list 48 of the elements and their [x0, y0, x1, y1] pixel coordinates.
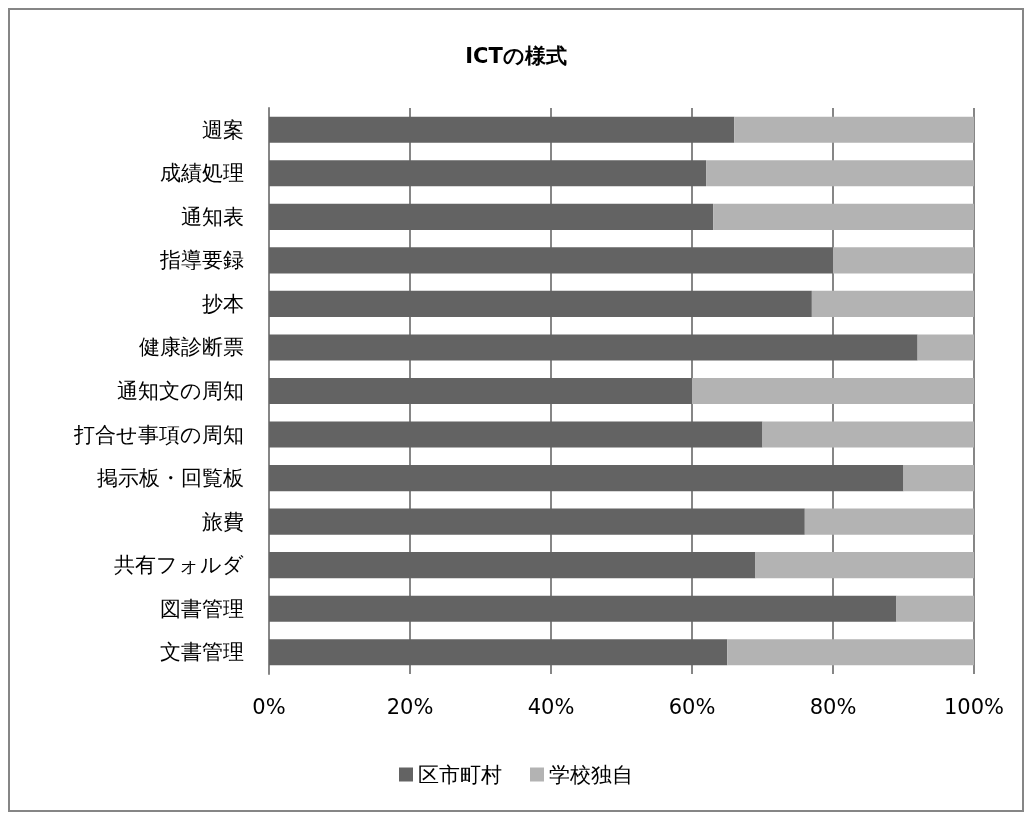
bar: [269, 377, 692, 405]
y-tick-label: 打合せ事項の周知: [73, 422, 244, 447]
bar: [706, 160, 974, 187]
y-tick-label: 抄本: [202, 291, 244, 316]
bar: [734, 116, 974, 143]
bar: [811, 290, 974, 317]
bar: [269, 595, 897, 622]
y-tick-label: 通知文の周知: [117, 379, 244, 403]
x-tick-label: 60%: [668, 694, 716, 719]
y-tick-label: 掲示板・回覧板: [97, 466, 244, 491]
y-tick-label: 文書管理: [160, 640, 244, 665]
bar: [269, 247, 833, 274]
bar: [755, 552, 974, 579]
y-tick-label: 成績処理: [160, 161, 244, 186]
y-tick-label: 通知表: [181, 204, 244, 229]
bar: [269, 465, 904, 492]
x-tick-label: 100%: [943, 694, 1005, 719]
bar: [269, 116, 735, 143]
bar: [269, 552, 756, 579]
bar: [269, 334, 918, 361]
bar: [896, 595, 974, 622]
legend-label: 区市町村: [418, 762, 502, 787]
bar: [903, 465, 974, 492]
legend-label: 学校独自: [549, 762, 633, 787]
x-tick-label: 20%: [386, 694, 434, 719]
y-tick-label: 旅費: [202, 509, 244, 534]
bar: [833, 247, 974, 274]
bar: [692, 377, 974, 405]
y-tick-label: 指導要録: [159, 248, 244, 273]
bar: [269, 421, 763, 448]
y-tick-label: 図書管理: [160, 596, 244, 621]
chart-title: ICTの様式: [465, 43, 567, 68]
bar: [269, 508, 805, 535]
bar: [269, 160, 707, 187]
bar: [269, 203, 714, 230]
bar: [713, 203, 974, 230]
bar: [269, 639, 728, 666]
y-tick-label: 共有フォルダ: [114, 553, 244, 578]
x-tick-label: 80%: [809, 694, 857, 719]
bar: [804, 508, 974, 535]
x-tick-label: 0%: [252, 694, 286, 719]
bar: [269, 290, 812, 317]
bar: [762, 421, 974, 448]
bar: [727, 639, 974, 666]
y-tick-label: 健康診断票: [139, 335, 244, 360]
x-tick-label: 40%: [527, 694, 575, 719]
y-tick-label: 週案: [202, 117, 244, 142]
bar: [917, 334, 974, 361]
